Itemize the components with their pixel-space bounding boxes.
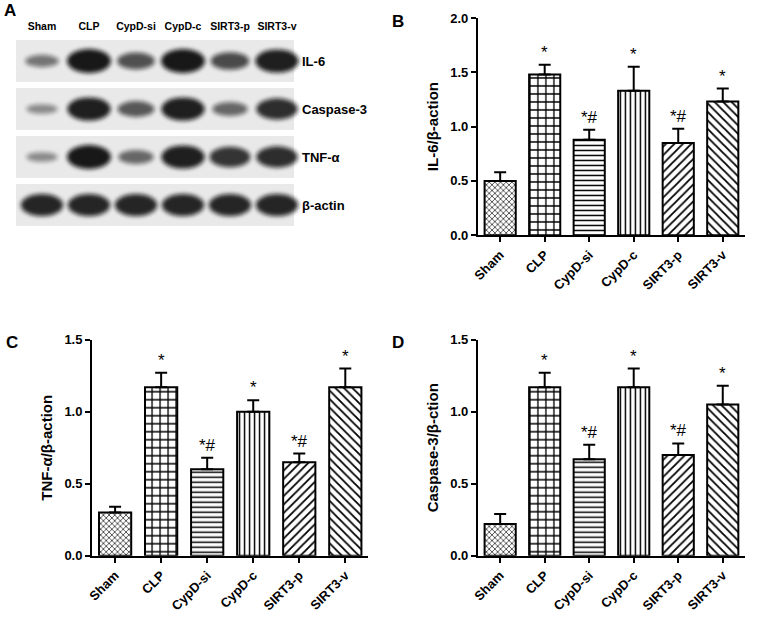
svg-text:0.5: 0.5	[450, 173, 468, 188]
svg-text:β-actin: β-actin	[302, 198, 345, 213]
svg-text:CLP: CLP	[139, 568, 168, 597]
svg-text:Sham: Sham	[28, 20, 57, 32]
svg-text:B: B	[392, 12, 404, 31]
svg-text:*#: *#	[581, 108, 598, 127]
svg-text:Caspase-3: Caspase-3	[302, 102, 367, 117]
svg-text:0.0: 0.0	[450, 548, 468, 563]
svg-text:*#: *#	[581, 423, 598, 442]
svg-text:SIRT3-v: SIRT3-v	[685, 567, 730, 612]
svg-text:2.0: 2.0	[450, 10, 468, 25]
svg-text:0.5: 0.5	[450, 476, 468, 491]
svg-text:*: *	[630, 347, 637, 366]
svg-text:1.5: 1.5	[450, 65, 468, 80]
svg-text:SIRT3-p: SIRT3-p	[640, 568, 685, 613]
svg-text:*#: *#	[291, 432, 308, 451]
svg-text:*: *	[719, 364, 726, 383]
svg-text:1.0: 1.0	[64, 404, 82, 419]
svg-text:Caspase-3/β-ction: Caspase-3/β-ction	[424, 383, 441, 512]
svg-text:SIRT3-p: SIRT3-p	[210, 20, 250, 32]
svg-text:*: *	[719, 67, 726, 86]
svg-text:*: *	[630, 45, 637, 64]
svg-text:*#: *#	[670, 421, 687, 440]
svg-text:CLP: CLP	[522, 568, 551, 597]
svg-text:CypD-c: CypD-c	[217, 568, 260, 611]
svg-text:IL-6/β-action: IL-6/β-action	[424, 82, 441, 171]
svg-text:*: *	[342, 347, 349, 366]
svg-text:*#: *#	[670, 107, 687, 126]
svg-text:Sham: Sham	[86, 568, 122, 604]
svg-text:CypD-c: CypD-c	[598, 247, 641, 290]
svg-text:TNF-α: TNF-α	[302, 150, 340, 165]
svg-text:SIRT3-v: SIRT3-v	[307, 567, 352, 612]
svg-text:*: *	[158, 351, 165, 370]
svg-text:Sham: Sham	[471, 568, 507, 604]
svg-text:0.0: 0.0	[64, 548, 82, 563]
svg-text:*: *	[541, 351, 548, 370]
svg-text:C: C	[6, 333, 18, 352]
svg-text:0.0: 0.0	[450, 228, 468, 243]
svg-text:*: *	[250, 378, 257, 397]
svg-text:SIRT3-v: SIRT3-v	[257, 20, 296, 32]
svg-text:CypD-si: CypD-si	[116, 20, 156, 32]
svg-text:D: D	[392, 333, 404, 352]
svg-text:1.5: 1.5	[64, 332, 82, 347]
svg-text:1.0: 1.0	[450, 404, 468, 419]
svg-text:CypD-si: CypD-si	[551, 247, 596, 292]
svg-text:SIRT3-p: SIRT3-p	[261, 568, 306, 613]
svg-text:CLP: CLP	[522, 247, 551, 276]
svg-text:CypD-c: CypD-c	[598, 568, 641, 611]
svg-text:CypD-si: CypD-si	[169, 568, 214, 613]
svg-text:SIRT3-p: SIRT3-p	[640, 247, 685, 292]
svg-text:SIRT3-v: SIRT3-v	[685, 247, 730, 292]
svg-text:1.5: 1.5	[450, 332, 468, 347]
svg-text:IL-6: IL-6	[302, 54, 325, 69]
svg-text:Sham: Sham	[471, 247, 507, 283]
svg-text:CypD-c: CypD-c	[165, 20, 202, 32]
svg-text:*#: *#	[199, 436, 216, 455]
svg-text:A: A	[4, 1, 16, 20]
svg-text:TNF-α/β-action: TNF-α/β-action	[38, 395, 55, 501]
svg-text:1.0: 1.0	[450, 119, 468, 134]
svg-text:CypD-si: CypD-si	[551, 568, 596, 613]
svg-text:CLP: CLP	[79, 20, 100, 32]
svg-text:0.5: 0.5	[64, 476, 82, 491]
svg-text:*: *	[541, 43, 548, 62]
